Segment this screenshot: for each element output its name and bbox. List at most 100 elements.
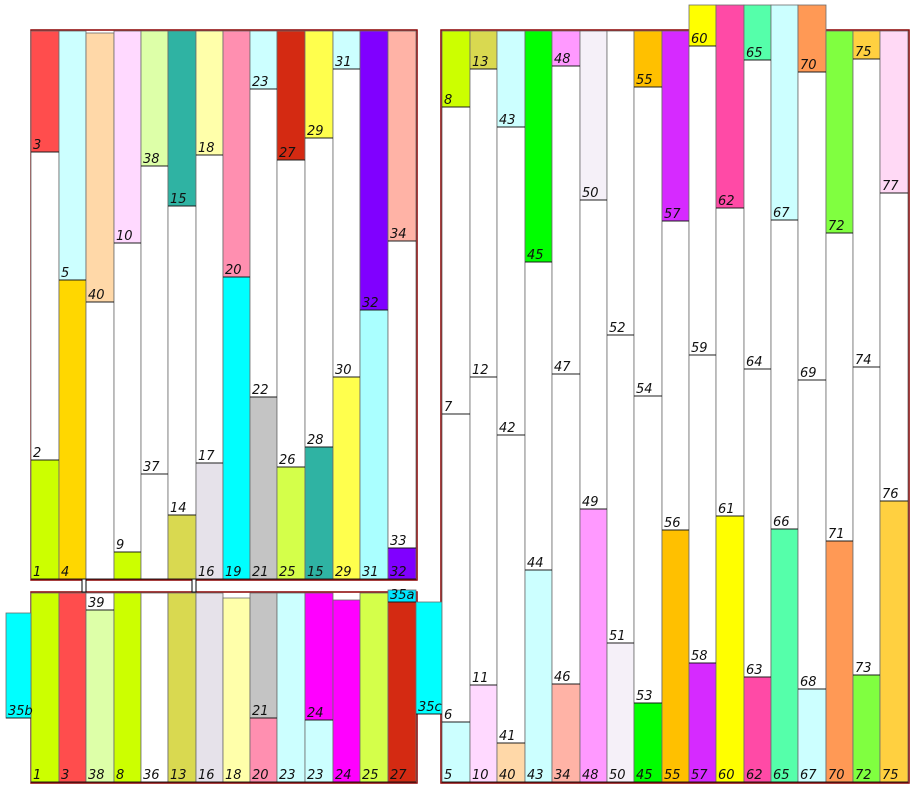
segment-label: 13 [170,768,187,783]
strip-segment [304,137,334,448]
strip-segment [551,683,581,783]
strip-segment [879,30,909,194]
strip-segment [195,154,224,464]
segment-label: 55 [664,768,681,783]
strip-segment [276,159,306,468]
strip-segment [359,592,389,783]
strip-segment [222,30,251,278]
connector-2 [191,578,197,593]
segment-label: 54 [636,382,653,397]
strip-segment [30,30,60,153]
strip-segment [195,30,224,156]
strip-segment [332,68,361,378]
segment-label: 58 [691,649,708,664]
strip-segment [606,30,635,336]
segment-label: 3 [33,138,41,153]
segment-label: 72 [828,219,845,234]
connector-1 [81,578,87,593]
strip-segment [715,515,745,783]
strip-segment [579,199,608,510]
segment-label: 44 [527,556,544,571]
strip-segment [661,529,690,783]
segment-label: 2 [33,446,41,461]
strip-segment [743,368,772,678]
segment-label: 27 [279,146,296,161]
strip-segment [249,592,278,719]
strip-segment [113,551,142,580]
strip-segment [633,86,663,397]
segment-label: 45 [527,248,544,263]
segment-label: 18 [198,141,215,156]
segment-label: 50 [609,768,626,783]
strip-segment [441,106,471,415]
strip-segment [140,165,169,475]
segment-label: 12 [472,363,489,378]
column-borders [6,45,908,783]
strip-segment [524,569,553,783]
strip-segment [58,592,87,783]
strip-segment [415,601,443,715]
strip-segment [688,4,717,47]
strip-segment [387,240,417,549]
strip-segment [524,30,553,263]
strip-segment [249,396,278,580]
strip-segment [852,366,881,676]
segment-label: 49 [582,495,599,510]
strip-segment [222,276,251,580]
segment-label: 60 [691,32,708,47]
segment-label: 16 [198,768,215,783]
segment-label: 34 [390,227,407,242]
segment-label: 32 [362,296,379,311]
strip-segment [797,71,827,381]
strip-segment [167,205,197,516]
strip-segment [58,279,87,580]
strip-segment [743,59,772,370]
segment-label: 20 [225,263,242,278]
strip-segment [195,462,224,580]
strip-segment [879,192,909,502]
segment-label: 6 [444,708,452,723]
segment-label: 76 [882,487,899,502]
segment-label: 50 [582,186,599,201]
segment-label: 38 [88,768,105,783]
strip-segment [359,309,389,580]
strip-segment [469,376,498,686]
segment-label: 67 [800,768,817,783]
segment-label: 72 [855,768,872,783]
strip-segment [688,45,717,356]
segment-label: 77 [882,179,899,194]
segment-label: 30 [335,363,352,378]
segment-label: 29 [335,565,352,580]
strip-segment [661,30,690,222]
segment-label: 15 [170,192,187,207]
segment-label: 24 [335,768,352,783]
strip-segment [140,30,169,167]
segment-label: 11 [472,671,489,686]
segment-label: 63 [746,663,763,678]
strip-segment [469,68,498,378]
strip-segment [524,261,553,571]
segment-label: 24 [307,706,324,721]
segment-label: 37 [143,460,160,475]
segment-label: 4 [61,565,69,580]
segment-label: 69 [800,366,817,381]
strip-segment [332,599,361,783]
segment-label: 45 [636,768,653,783]
segment-label: 19 [225,565,242,580]
segment-label: 10 [116,229,133,244]
segment-label: 10 [472,768,489,783]
segment-label: 28 [307,433,324,448]
strip-segment [852,58,881,368]
strip-segment [85,32,115,303]
strip-segment [167,514,197,580]
segment-label: 36 [143,768,160,783]
segment-label: 35b [8,704,33,719]
strip-segment [743,4,772,61]
segment-label: 29 [307,124,324,139]
segment-label: 73 [855,661,872,676]
segment-label: 23 [279,768,296,783]
segment-label: 40 [499,768,516,783]
segment-label: 33 [390,534,407,549]
segment-label: 56 [664,516,681,531]
